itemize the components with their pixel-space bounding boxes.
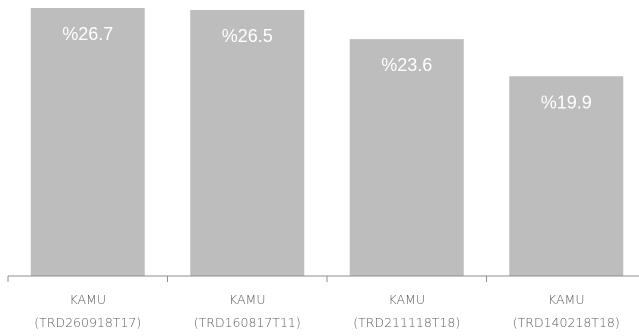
bar-value-label-1: %26.7 <box>62 24 113 44</box>
category-label-line2-4: (TRD140218T18) <box>513 315 620 330</box>
category-label-line2-2: (TRD160817T11) <box>194 315 301 330</box>
category-label-line1-2: KAMU <box>229 292 265 307</box>
bar-2 <box>190 10 305 276</box>
bar-3 <box>349 39 464 277</box>
category-label-line2-3: (TRD211118T18) <box>353 315 460 330</box>
bar-value-label-2: %26.5 <box>222 26 273 46</box>
category-label-line1-4: KAMU <box>548 292 584 307</box>
x-axis-ticks-group <box>7 276 487 282</box>
bar-value-label-4: %19.9 <box>541 92 592 112</box>
bars-group <box>30 8 624 277</box>
category-labels-group: KAMU (TRD260918T17) KAMU (TRD160817T11) KAMU… <box>34 292 619 330</box>
bar-1 <box>30 8 145 277</box>
bar-4 <box>509 76 624 276</box>
category-label-line1-1: KAMU <box>70 292 106 307</box>
data-labels-group: %26.7 %26.5 %23.6 %19.9 <box>62 24 592 112</box>
bar-value-label-3: %23.6 <box>381 55 432 75</box>
category-label-line1-3: KAMU <box>389 292 425 307</box>
category-label-line2-1: (TRD260918T17) <box>34 315 141 330</box>
